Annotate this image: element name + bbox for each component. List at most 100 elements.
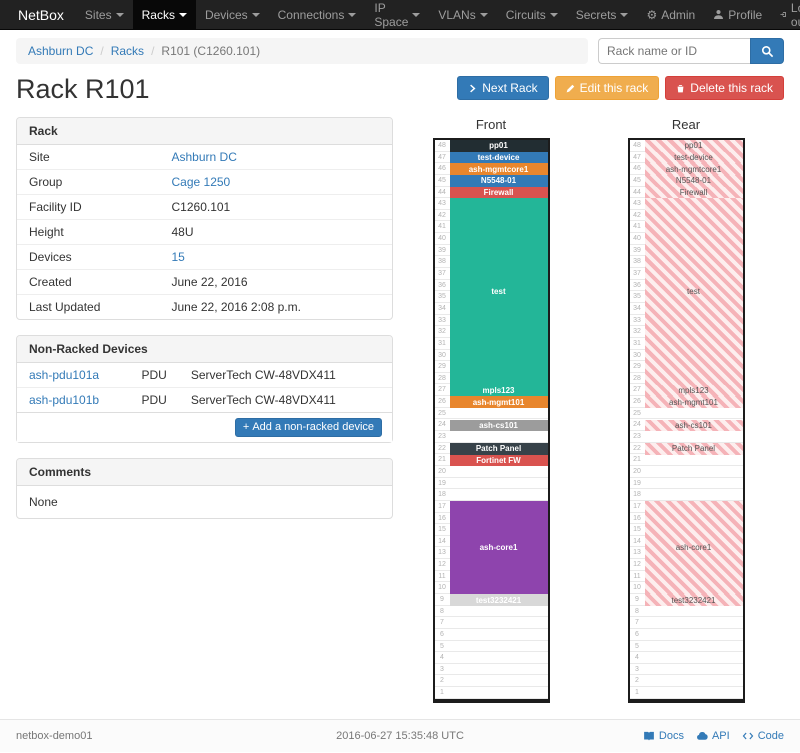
front-device-patch-panel[interactable]: Patch Panel bbox=[449, 442, 548, 455]
attr-value-link[interactable]: 15 bbox=[171, 250, 185, 264]
unit-number: 44 bbox=[438, 188, 446, 196]
add-nonracked-device-button[interactable]: + Add a non-racked device bbox=[234, 418, 382, 438]
front-device-test[interactable]: test bbox=[449, 198, 548, 385]
attr-label: Created bbox=[17, 269, 160, 295]
unit-number: 40 bbox=[633, 235, 641, 243]
front-device-firewall[interactable]: Firewall bbox=[449, 186, 548, 199]
unit-number: 22 bbox=[438, 444, 446, 452]
unit-number: 30 bbox=[438, 351, 446, 359]
rear-device-test-device[interactable]: test-device bbox=[644, 151, 743, 164]
breadcrumb: Ashburn DC RacksR101 (C1260.101) bbox=[16, 38, 588, 64]
unit-number: 39 bbox=[438, 246, 446, 254]
breadcrumb-racks-link[interactable]: Racks bbox=[110, 44, 145, 58]
unit-number: 39 bbox=[633, 246, 641, 254]
rear-device-patch-panel[interactable]: Patch Panel bbox=[644, 442, 743, 455]
nav-item-sites[interactable]: Sites bbox=[76, 0, 133, 29]
unit-number: 24 bbox=[633, 421, 641, 429]
unit-number: 35 bbox=[438, 293, 446, 301]
rack-unit-2: 2 bbox=[629, 675, 743, 688]
attr-row: Group Cage 1250 bbox=[17, 169, 392, 195]
front-device-pp01[interactable]: pp01 bbox=[449, 140, 548, 152]
rear-device-n5548-01[interactable]: N5548-01 bbox=[644, 174, 743, 187]
unit-number: 8 bbox=[440, 607, 444, 615]
unit-number: 33 bbox=[438, 316, 446, 324]
caret-down-icon bbox=[178, 12, 187, 17]
nav-item-circuits[interactable]: Circuits bbox=[497, 0, 567, 29]
front-device-ash-core1[interactable]: ash-core1 bbox=[449, 501, 548, 595]
nonracked-device-link[interactable]: ash-pdu101a bbox=[29, 368, 100, 382]
unit-number: 11 bbox=[633, 572, 641, 580]
front-device-ash-mgmtcore1[interactable]: ash-mgmtcore1 bbox=[449, 163, 548, 175]
rack-unit-3: 3 bbox=[629, 664, 743, 676]
rear-device-test[interactable]: test bbox=[644, 198, 743, 385]
unit-number: 46 bbox=[438, 165, 446, 173]
docs-link[interactable]: Docs bbox=[643, 730, 684, 742]
unit-number: 31 bbox=[438, 339, 446, 347]
nonracked-devices-panel: Non-Racked Devices ash-pdu101a PDU ServerT… bbox=[16, 335, 393, 444]
caret-down-icon bbox=[115, 12, 124, 17]
breadcrumb-site-link[interactable]: Ashburn DC bbox=[28, 44, 94, 58]
front-device-test-device[interactable]: test-device bbox=[449, 151, 548, 164]
nav-logout[interactable]: Log out bbox=[771, 0, 800, 29]
rear-device-ash-cs101[interactable]: ash-cs101 bbox=[644, 419, 743, 432]
unit-number: 43 bbox=[438, 200, 446, 208]
rear-device-pp01[interactable]: pp01 bbox=[644, 140, 743, 152]
unit-number: 4 bbox=[440, 654, 444, 662]
attr-value-link[interactable]: Cage 1250 bbox=[171, 175, 231, 189]
nav-admin[interactable]: ⚙ Admin bbox=[646, 7, 696, 22]
unit-number: 38 bbox=[633, 258, 641, 266]
attr-row: Last Updated June 22, 2016 2:08 p.m. bbox=[17, 294, 392, 319]
unit-number: 31 bbox=[633, 339, 641, 347]
unit-number: 9 bbox=[440, 595, 444, 603]
nav-item-vlans[interactable]: VLANs bbox=[429, 0, 496, 29]
unit-number: 6 bbox=[440, 630, 444, 638]
unit-number: 1 bbox=[440, 689, 444, 697]
rack-search-button[interactable] bbox=[750, 38, 784, 64]
front-device-n5548-01[interactable]: N5548-01 bbox=[449, 174, 548, 187]
rear-device-firewall[interactable]: Firewall bbox=[644, 186, 743, 199]
unit-number: 18 bbox=[438, 491, 446, 499]
unit-number: 42 bbox=[633, 211, 641, 219]
attr-label: Facility ID bbox=[17, 194, 160, 220]
next-rack-button[interactable]: Next Rack bbox=[457, 76, 549, 101]
delete-rack-button[interactable]: Delete this rack bbox=[665, 76, 784, 101]
nav-item-label: VLANs bbox=[438, 7, 476, 22]
api-link[interactable]: API bbox=[696, 730, 730, 742]
rear-device-mpls123[interactable]: mpls123 bbox=[644, 384, 743, 397]
attr-value-link[interactable]: Ashburn DC bbox=[171, 150, 237, 164]
nonracked-panel-footer: + Add a non-racked device bbox=[17, 412, 392, 443]
nav-item-secrets[interactable]: Secrets bbox=[567, 0, 638, 29]
nav-item-racks[interactable]: Racks bbox=[132, 0, 196, 29]
plus-icon: + bbox=[242, 421, 250, 433]
front-device-ash-cs101[interactable]: ash-cs101 bbox=[449, 419, 548, 432]
unit-number: 40 bbox=[438, 235, 446, 243]
nav-item-connections[interactable]: Connections bbox=[269, 0, 366, 29]
rack-unit-6: 6 bbox=[434, 629, 548, 641]
code-link[interactable]: Code bbox=[742, 730, 784, 742]
rear-device-ash-mgmt101[interactable]: ash-mgmt101 bbox=[644, 396, 743, 408]
nav-profile[interactable]: Profile bbox=[704, 0, 771, 29]
unit-number: 11 bbox=[438, 572, 446, 580]
nonracked-device-link[interactable]: ash-pdu101b bbox=[29, 393, 100, 407]
front-device-fortinet-fw[interactable]: Fortinet FW bbox=[449, 454, 548, 467]
front-device-mpls123[interactable]: mpls123 bbox=[449, 384, 548, 397]
unit-number: 14 bbox=[438, 537, 446, 545]
unit-number: 21 bbox=[438, 456, 446, 464]
navbar-brand[interactable]: NetBox bbox=[18, 6, 64, 23]
attr-row: Facility ID C1260.101 bbox=[17, 194, 392, 220]
nav-item-devices[interactable]: Devices bbox=[196, 0, 269, 29]
navbar-right: ⚙Admin Profile Log out bbox=[637, 0, 800, 29]
unit-number: 32 bbox=[438, 328, 446, 336]
rack-search-input[interactable] bbox=[598, 38, 750, 64]
front-device-test3232421[interactable]: test3232421 bbox=[449, 594, 548, 606]
rack-elevations: Front 48 47 46 45 44 43 42 41 40 39 38 37 36 35 34 33 32… bbox=[393, 117, 784, 703]
rear-device-test3232421[interactable]: test3232421 bbox=[644, 594, 743, 606]
rack-unit-23: 23 bbox=[434, 431, 548, 443]
nav-item-ip-space[interactable]: IP Space bbox=[365, 0, 429, 29]
rack-unit-8: 8 bbox=[629, 606, 743, 618]
unit-number: 28 bbox=[633, 374, 641, 382]
edit-rack-button[interactable]: Edit this rack bbox=[554, 76, 660, 101]
rear-device-ash-core1[interactable]: ash-core1 bbox=[644, 501, 743, 595]
rear-device-ash-mgmtcore1[interactable]: ash-mgmtcore1 bbox=[644, 163, 743, 175]
front-device-ash-mgmt101[interactable]: ash-mgmt101 bbox=[449, 396, 548, 408]
